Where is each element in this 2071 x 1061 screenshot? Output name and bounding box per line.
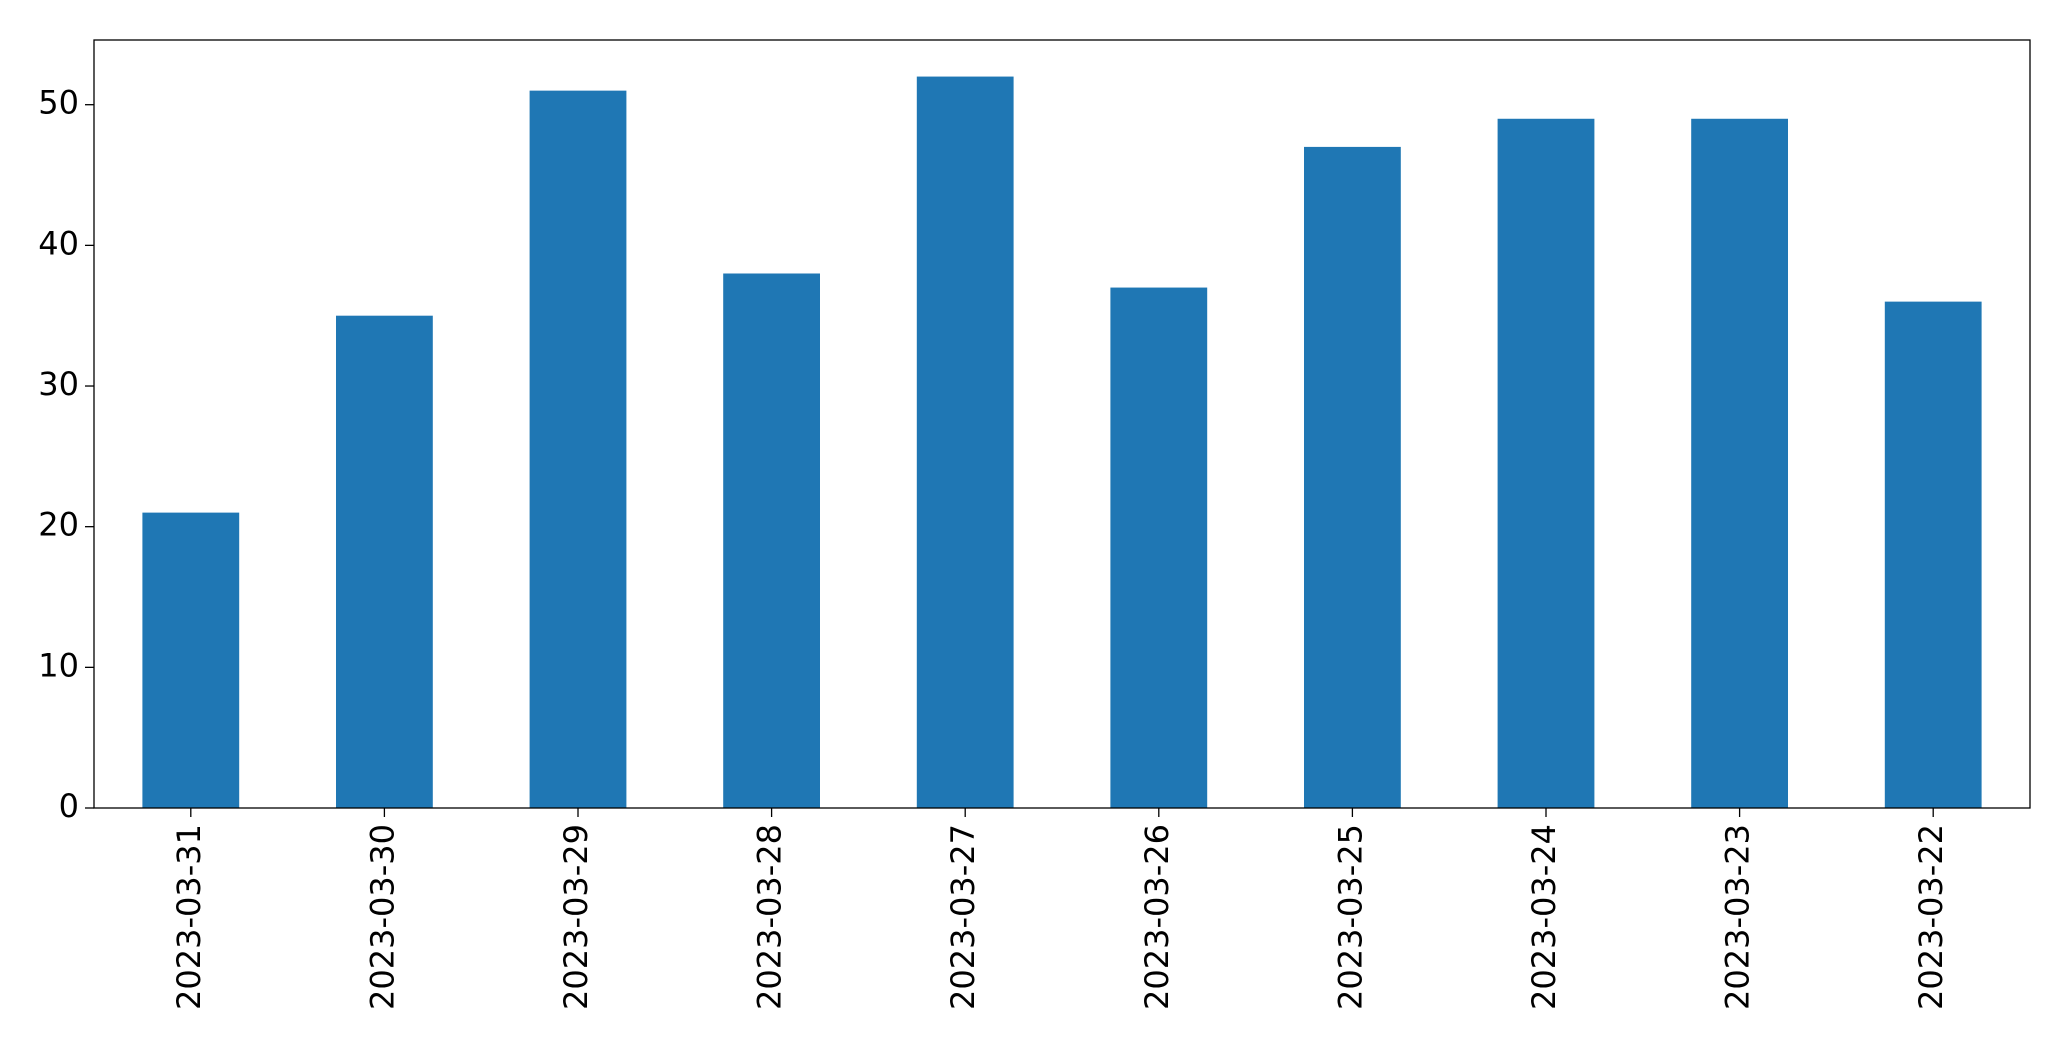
x-tick-label: 2023-03-27 bbox=[944, 824, 982, 1010]
y-tick-label: 50 bbox=[38, 84, 79, 122]
bar bbox=[723, 273, 820, 808]
bar bbox=[336, 315, 433, 808]
x-tick-label: 2023-03-24 bbox=[1525, 824, 1563, 1010]
x-tick-label: 2023-03-22 bbox=[1912, 824, 1950, 1010]
bar bbox=[142, 512, 240, 808]
bar bbox=[916, 76, 1014, 809]
y-tick-label: 30 bbox=[38, 365, 79, 403]
bar bbox=[1497, 118, 1595, 809]
bar bbox=[1110, 287, 1208, 808]
x-tick-label: 2023-03-25 bbox=[1331, 824, 1369, 1010]
bar bbox=[1691, 118, 1788, 809]
plot-frame bbox=[93, 39, 2031, 809]
y-tick-label: 20 bbox=[38, 506, 79, 544]
bar bbox=[1304, 146, 1401, 808]
x-tick-label: 2023-03-26 bbox=[1138, 824, 1176, 1010]
x-tick-label: 2023-03-31 bbox=[170, 824, 208, 1010]
y-tick-label: 10 bbox=[38, 646, 79, 684]
y-tick-label: 0 bbox=[59, 787, 79, 825]
x-tick-label: 2023-03-28 bbox=[751, 824, 789, 1010]
x-tick-label: 2023-03-23 bbox=[1719, 824, 1757, 1010]
x-tick-label: 2023-03-29 bbox=[557, 824, 595, 1010]
y-tick-label: 40 bbox=[38, 224, 79, 262]
x-tick-label: 2023-03-30 bbox=[363, 824, 401, 1010]
bar bbox=[1884, 301, 1982, 808]
bar bbox=[529, 90, 627, 809]
